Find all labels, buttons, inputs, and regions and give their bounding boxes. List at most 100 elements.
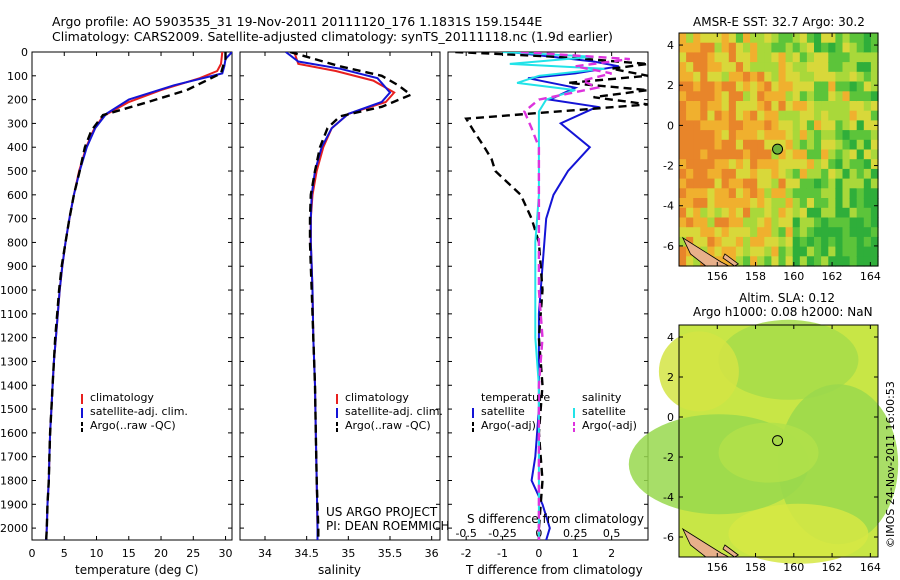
sst-cell xyxy=(735,178,744,189)
sst-cell xyxy=(828,139,836,151)
sst-cell xyxy=(693,33,701,44)
sst-cell xyxy=(757,217,765,228)
sst-cell xyxy=(799,33,808,44)
sst-cell xyxy=(814,149,822,160)
sst-cell xyxy=(728,178,737,189)
sst-cell xyxy=(828,71,836,83)
sst-cell xyxy=(799,120,808,131)
sst-cell xyxy=(842,62,851,73)
sst-cell xyxy=(771,207,780,219)
sst-cell xyxy=(750,168,758,180)
sst-cell xyxy=(764,236,772,248)
sst-cell xyxy=(735,101,744,112)
sst-cell xyxy=(799,227,808,238)
sst-cell xyxy=(792,139,801,151)
sst-cell xyxy=(849,139,858,151)
depth-tick-label: 2000 xyxy=(0,522,28,535)
sst-cell xyxy=(728,110,737,121)
sst-cell xyxy=(735,91,744,102)
temperature-profile-xtick-label: 25 xyxy=(186,547,200,560)
sst-cell xyxy=(835,198,844,209)
sst-cell xyxy=(806,246,815,257)
sst-cell xyxy=(849,188,858,199)
sst-cell xyxy=(814,71,822,83)
sla-anomaly-patch xyxy=(718,319,859,400)
sst-cell xyxy=(785,188,794,199)
sst-cell xyxy=(693,178,701,189)
sst-cell xyxy=(735,207,744,219)
sst-cell xyxy=(821,159,829,170)
salinity-profile-xtick-label: 36 xyxy=(425,547,439,560)
sst-cell xyxy=(821,139,829,151)
sst-cell xyxy=(828,33,836,44)
sst-cell xyxy=(863,91,872,102)
sst-cell xyxy=(757,198,765,209)
sst-cell xyxy=(750,91,758,102)
sst-cell xyxy=(743,168,751,180)
sst-cell xyxy=(785,33,794,44)
sst-cell xyxy=(814,52,822,63)
sst-cell xyxy=(778,227,787,238)
sst-cell xyxy=(771,217,780,228)
sst-cell xyxy=(842,101,851,112)
map-ytick-label: -4 xyxy=(663,491,674,504)
sst-cell xyxy=(771,227,780,238)
sst-cell xyxy=(686,168,694,180)
sst-cell xyxy=(856,81,865,92)
sst-cell xyxy=(750,188,758,199)
sst-cell xyxy=(849,52,858,63)
sst-cell xyxy=(735,149,744,160)
sst-cell xyxy=(842,168,851,180)
sst-cell xyxy=(735,120,744,131)
sst-cell xyxy=(679,168,687,180)
sst-cell xyxy=(778,62,787,73)
map-ytick-label: -2 xyxy=(663,160,674,173)
sst-cell xyxy=(743,198,751,209)
sst-cell xyxy=(757,227,765,238)
sst-cell xyxy=(806,168,815,180)
sst-cell xyxy=(679,62,687,73)
sst-cell xyxy=(764,33,772,44)
sst-cell xyxy=(686,188,694,199)
sst-cell xyxy=(771,71,780,83)
sst-cell xyxy=(700,71,708,83)
depth-tick-label: 200 xyxy=(7,94,28,107)
sst-cell xyxy=(714,168,723,180)
sst-cell xyxy=(721,52,730,63)
sst-cell xyxy=(814,33,822,44)
sla-map-title-1: Altim. SLA: 0.12 xyxy=(739,291,836,305)
sst-cell xyxy=(870,91,879,102)
sst-cell xyxy=(686,178,694,189)
sst-cell xyxy=(757,52,765,63)
sst-cell xyxy=(714,149,723,160)
sst-cell xyxy=(799,42,808,53)
depth-tick-label: 1000 xyxy=(0,284,28,297)
sst-cell xyxy=(828,236,836,248)
sst-cell xyxy=(735,42,744,53)
sst-cell xyxy=(771,101,780,112)
sst-cell xyxy=(792,62,801,73)
sst-cell xyxy=(814,188,822,199)
sst-cell xyxy=(778,207,787,219)
sst-cell xyxy=(799,217,808,228)
legend-entry-sal-satellite: satellite xyxy=(582,405,626,418)
map-ytick-label: -2 xyxy=(663,451,674,464)
sst-cell xyxy=(750,207,758,219)
sst-cell xyxy=(743,110,751,121)
sst-cell xyxy=(828,120,836,131)
credit-line-1: US ARGO PROJECT xyxy=(326,505,438,519)
sst-cell xyxy=(750,130,758,141)
legend-entry-satellite: satellite-adj. clim. xyxy=(90,405,188,418)
sst-cell xyxy=(700,188,708,199)
sst-cell xyxy=(814,178,822,189)
sst-cell xyxy=(750,81,758,92)
series-line xyxy=(509,52,620,540)
sst-cell xyxy=(785,110,794,121)
series-line xyxy=(520,52,630,540)
temperature-profile-xtick-label: 5 xyxy=(61,547,68,560)
sst-cell xyxy=(821,149,829,160)
sst-cell xyxy=(856,42,865,53)
sst-cell xyxy=(799,52,808,63)
sst-cell xyxy=(778,52,787,63)
sst-cell xyxy=(771,178,780,189)
